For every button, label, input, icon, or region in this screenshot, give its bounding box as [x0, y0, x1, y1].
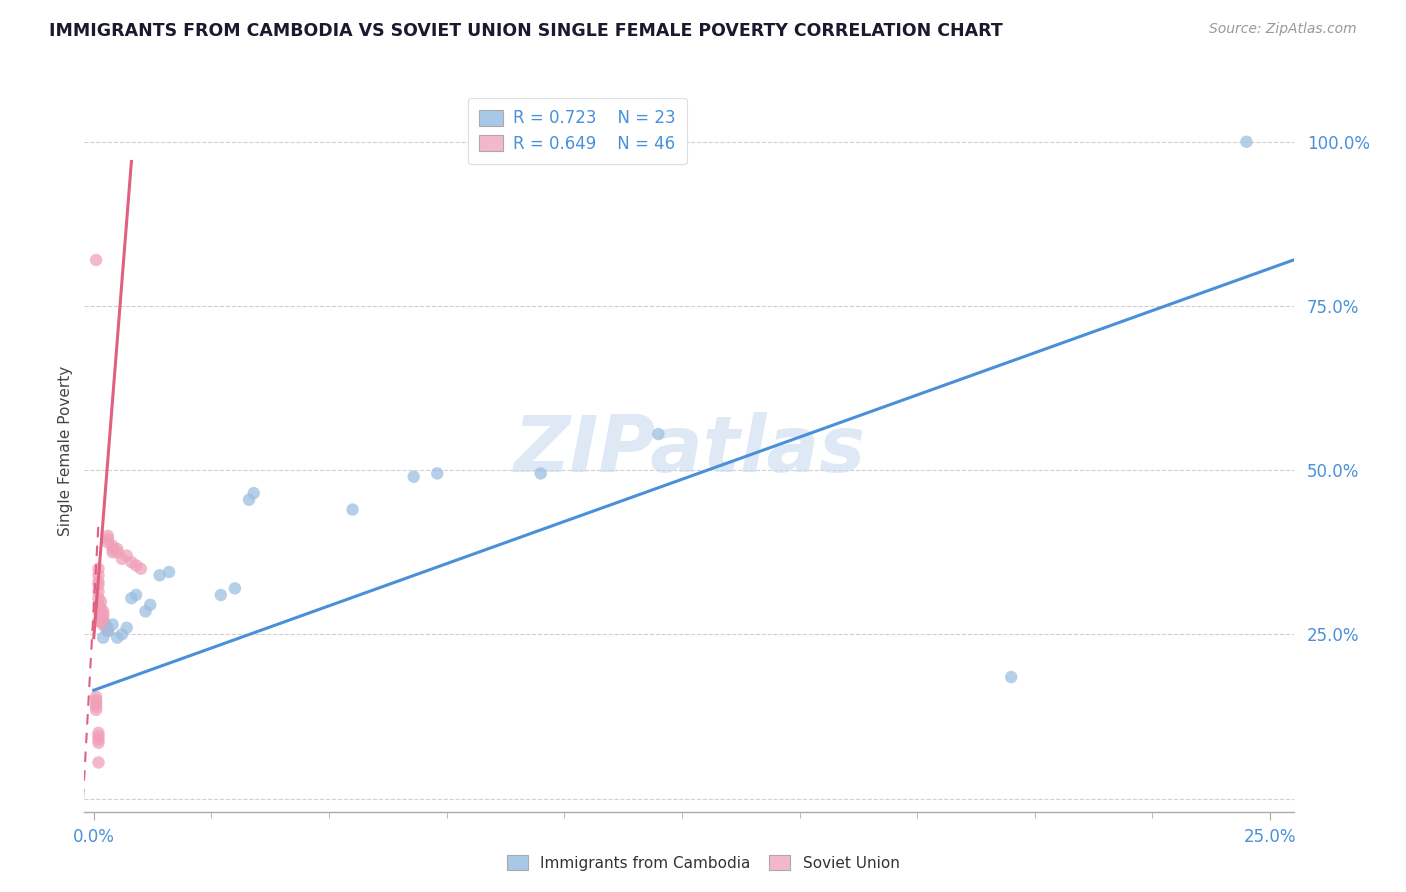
- Point: [84, 703, 107, 717]
- Point: [120, 555, 142, 569]
- Point: [101, 545, 124, 559]
- Point: [135, 604, 157, 618]
- Point: [97, 624, 120, 639]
- Point: [111, 627, 134, 641]
- Point: [90, 594, 112, 608]
- Point: [111, 551, 134, 566]
- Point: [530, 467, 553, 481]
- Point: [90, 601, 112, 615]
- Point: [125, 588, 148, 602]
- Point: [647, 427, 669, 442]
- Point: [125, 558, 148, 573]
- Point: [84, 699, 107, 714]
- Point: [91, 611, 114, 625]
- Point: [129, 562, 152, 576]
- Point: [402, 469, 425, 483]
- Legend: R = 0.723    N = 23, R = 0.649    N = 46: R = 0.723 N = 23, R = 0.649 N = 46: [468, 97, 686, 164]
- Point: [97, 529, 120, 543]
- Point: [90, 607, 112, 622]
- Point: [84, 693, 107, 707]
- Legend: Immigrants from Cambodia, Soviet Union: Immigrants from Cambodia, Soviet Union: [498, 846, 908, 880]
- Point: [91, 631, 114, 645]
- Point: [139, 598, 162, 612]
- Text: IMMIGRANTS FROM CAMBODIA VS SOVIET UNION SINGLE FEMALE POVERTY CORRELATION CHART: IMMIGRANTS FROM CAMBODIA VS SOVIET UNION…: [49, 22, 1002, 40]
- Point: [87, 598, 110, 612]
- Point: [87, 736, 110, 750]
- Point: [94, 621, 117, 635]
- Point: [157, 565, 180, 579]
- Point: [97, 532, 120, 546]
- Point: [87, 732, 110, 747]
- Point: [105, 545, 128, 559]
- Point: [84, 690, 107, 704]
- Point: [120, 591, 142, 606]
- Point: [87, 568, 110, 582]
- Point: [115, 549, 138, 563]
- Point: [238, 492, 260, 507]
- Point: [84, 252, 107, 267]
- Point: [94, 617, 117, 632]
- Text: Source: ZipAtlas.com: Source: ZipAtlas.com: [1209, 22, 1357, 37]
- Point: [101, 617, 124, 632]
- Point: [97, 624, 120, 639]
- Point: [224, 582, 246, 596]
- Point: [87, 729, 110, 743]
- Point: [342, 502, 364, 516]
- Point: [105, 541, 128, 556]
- Point: [87, 578, 110, 592]
- Text: ZIPatlas: ZIPatlas: [513, 412, 865, 489]
- Point: [87, 584, 110, 599]
- Point: [91, 604, 114, 618]
- Point: [87, 726, 110, 740]
- Point: [115, 621, 138, 635]
- Point: [87, 756, 110, 770]
- Point: [426, 467, 449, 481]
- Y-axis label: Single Female Poverty: Single Female Poverty: [58, 366, 73, 535]
- Point: [91, 617, 114, 632]
- Point: [87, 591, 110, 606]
- Point: [101, 541, 124, 556]
- Point: [84, 697, 107, 711]
- Point: [91, 614, 114, 628]
- Point: [87, 574, 110, 589]
- Point: [97, 621, 120, 635]
- Point: [91, 607, 114, 622]
- Point: [1000, 670, 1022, 684]
- Point: [242, 486, 264, 500]
- Point: [97, 535, 120, 549]
- Point: [90, 614, 112, 628]
- Point: [1236, 135, 1258, 149]
- Point: [87, 604, 110, 618]
- Point: [209, 588, 232, 602]
- Point: [87, 562, 110, 576]
- Point: [101, 539, 124, 553]
- Point: [105, 631, 128, 645]
- Point: [87, 614, 110, 628]
- Point: [149, 568, 172, 582]
